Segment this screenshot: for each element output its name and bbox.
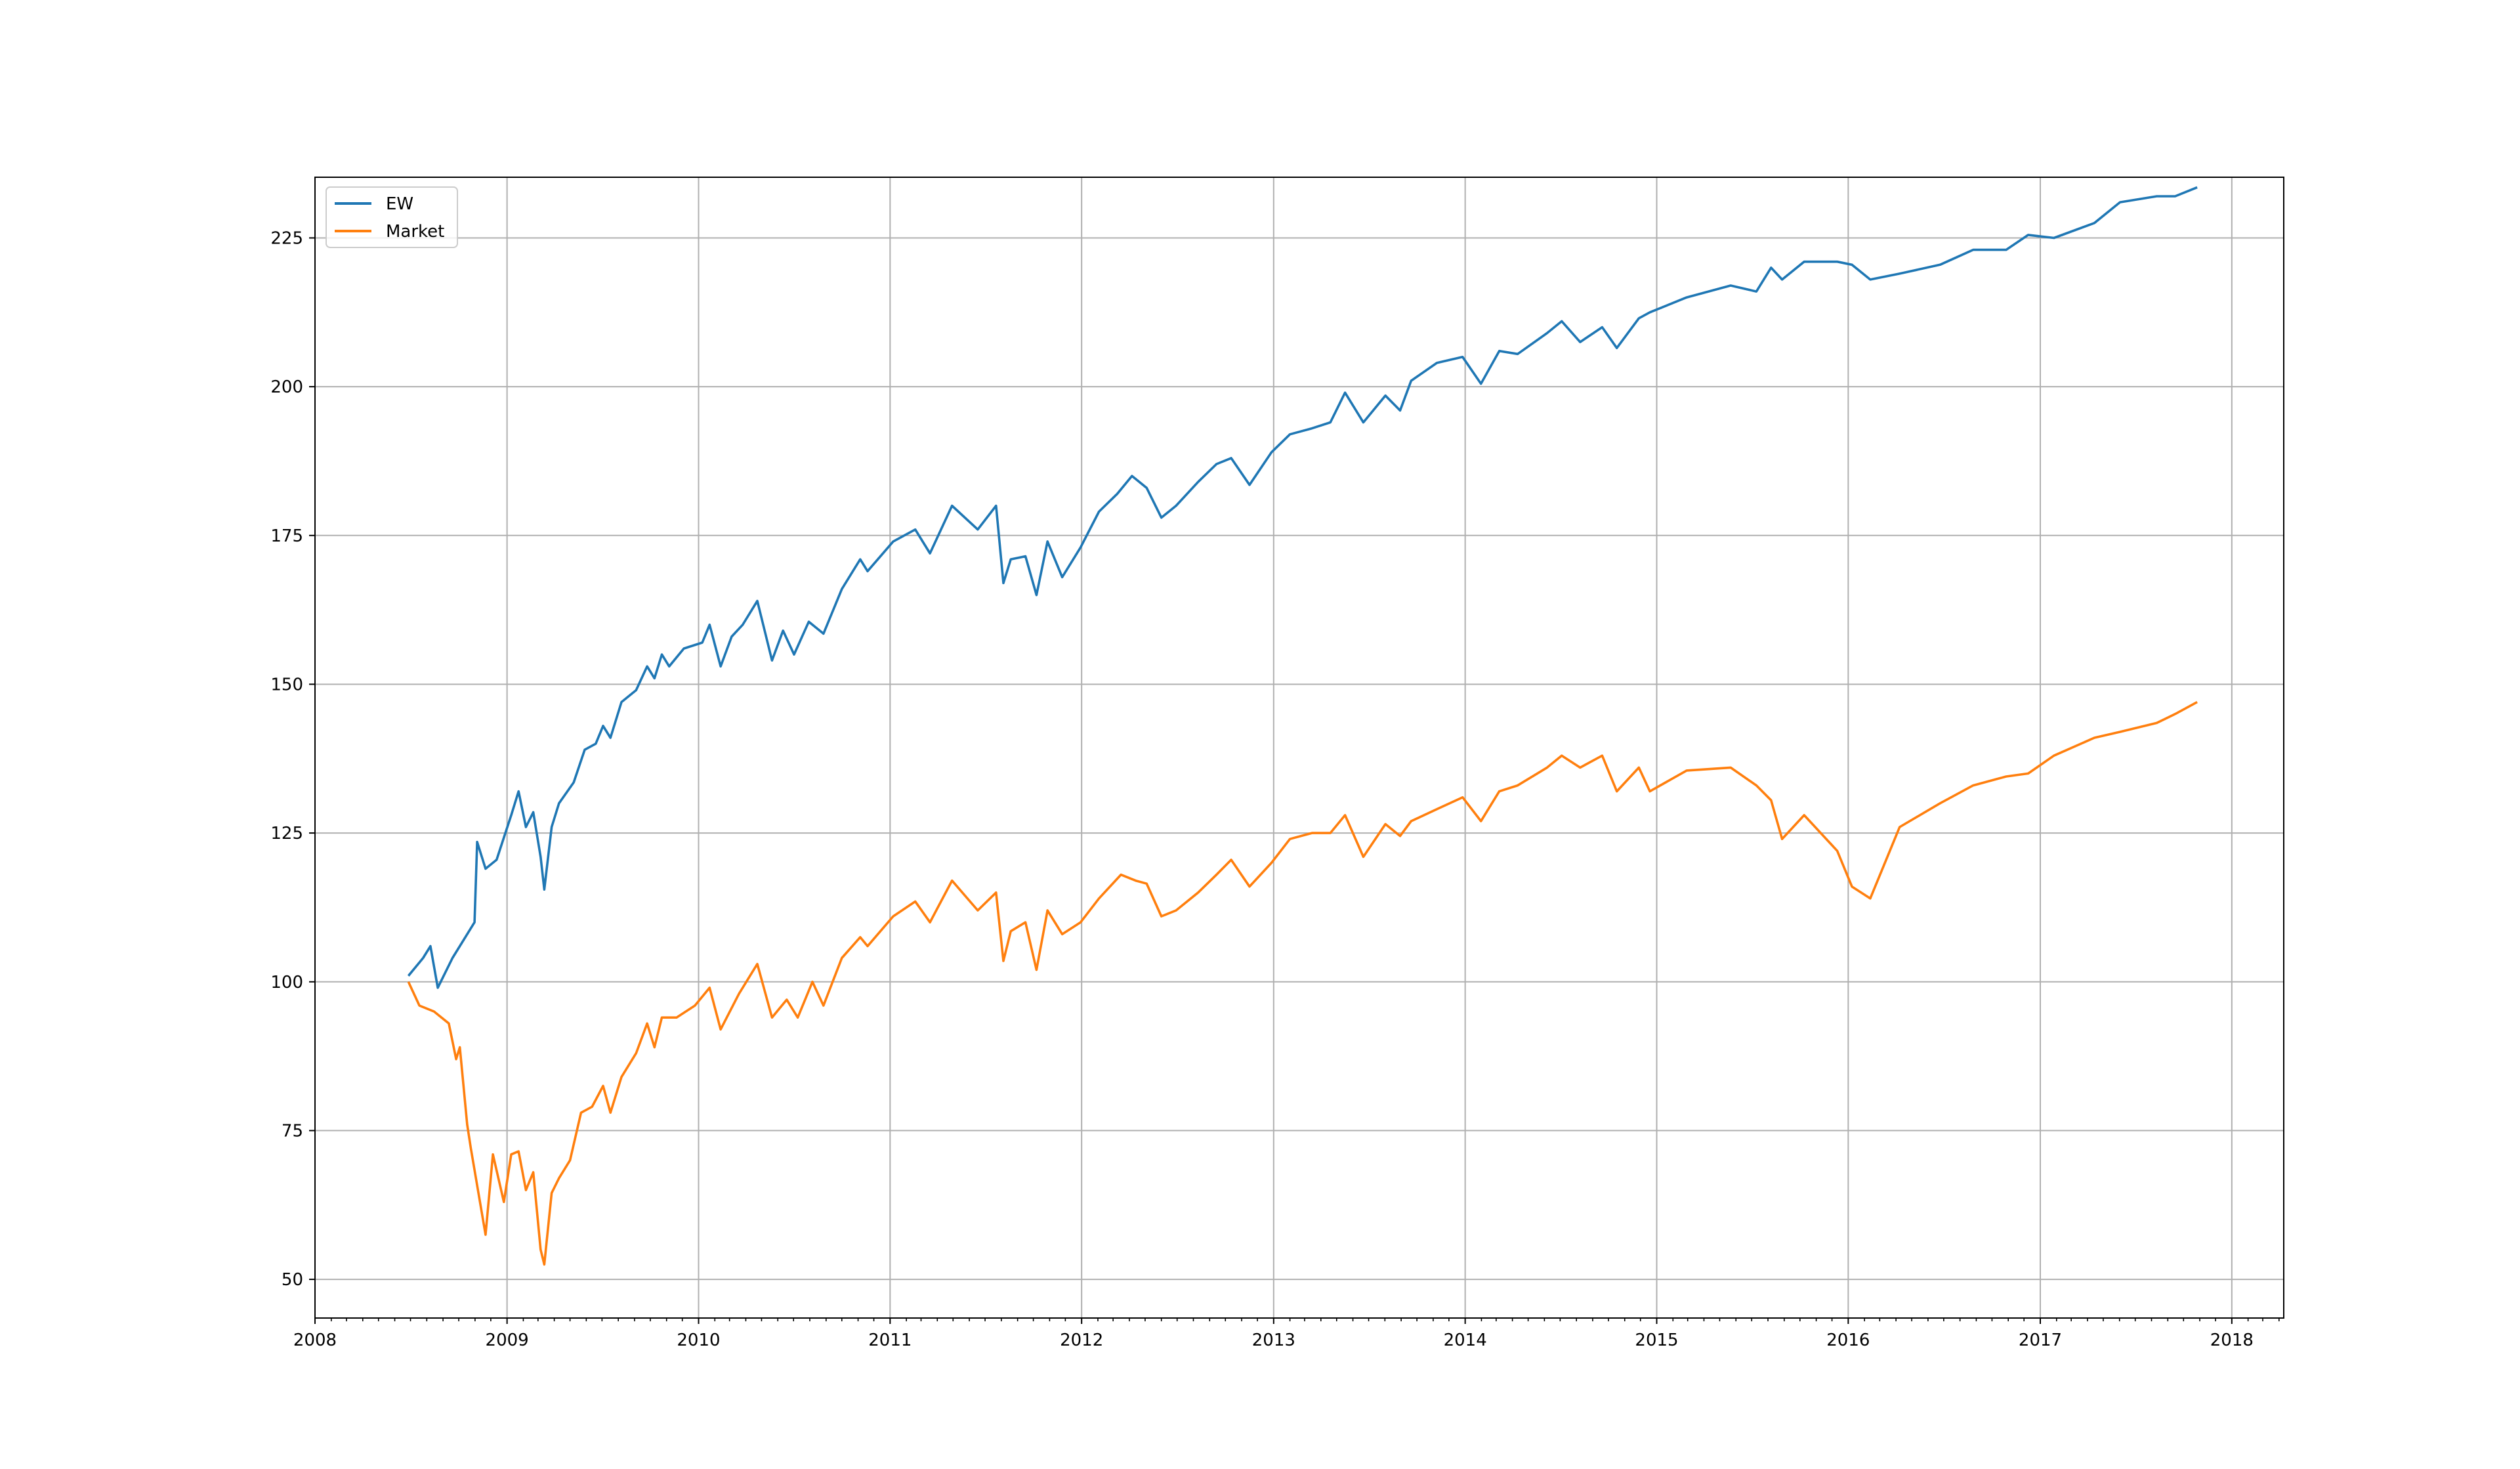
legend-label-market: Market <box>386 222 444 242</box>
x-tick-label: 2009 <box>486 1331 529 1350</box>
legend: EW Market <box>326 186 458 248</box>
y-tick-label: 175 <box>270 526 303 546</box>
series-lines <box>407 186 2198 1266</box>
y-tick-label: 50 <box>282 1270 303 1290</box>
grid <box>314 177 2284 1318</box>
y-tick-label: 150 <box>270 675 303 694</box>
x-tick-label: 2008 <box>293 1331 337 1350</box>
series-line-ew <box>407 186 2198 989</box>
x-tick-label: 2018 <box>2210 1331 2254 1350</box>
y-tick-label: 125 <box>270 824 303 843</box>
x-tick-label: 2011 <box>868 1331 912 1350</box>
x-tick-label: 2017 <box>2019 1331 2062 1350</box>
y-tick-label: 100 <box>270 973 303 992</box>
x-tick-label: 2013 <box>1252 1331 1295 1350</box>
y-tick-label: 200 <box>270 377 303 397</box>
axis-ticks: 2008 2009 2010 2011 2012 2013 2014 2015 2016 2017… <box>270 228 2280 1350</box>
y-tick-label: 75 <box>282 1121 303 1141</box>
legend-label-ew: EW <box>386 194 413 214</box>
plot-frame <box>314 177 2284 1319</box>
series-line-market <box>407 701 2198 1266</box>
x-tick-label: 2015 <box>1635 1331 1678 1350</box>
x-tick-label: 2010 <box>677 1331 720 1350</box>
x-tick-label: 2014 <box>1444 1331 1487 1350</box>
y-tick-label: 225 <box>270 228 303 248</box>
x-tick-label: 2012 <box>1060 1331 1103 1350</box>
x-tick-label: 2016 <box>1826 1331 1870 1350</box>
